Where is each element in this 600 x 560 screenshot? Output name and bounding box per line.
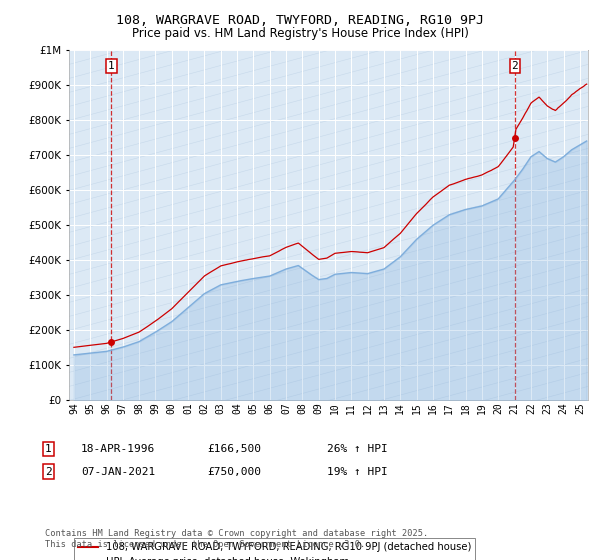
- Text: 2: 2: [512, 61, 518, 71]
- Text: 108, WARGRAVE ROAD, TWYFORD, READING, RG10 9PJ: 108, WARGRAVE ROAD, TWYFORD, READING, RG…: [116, 14, 484, 27]
- Legend: 108, WARGRAVE ROAD, TWYFORD, READING, RG10 9PJ (detached house), HPI: Average pr: 108, WARGRAVE ROAD, TWYFORD, READING, RG…: [74, 538, 475, 560]
- Text: £166,500: £166,500: [207, 444, 261, 454]
- Text: £750,000: £750,000: [207, 466, 261, 477]
- Text: 18-APR-1996: 18-APR-1996: [81, 444, 155, 454]
- Text: 07-JAN-2021: 07-JAN-2021: [81, 466, 155, 477]
- Text: Contains HM Land Registry data © Crown copyright and database right 2025.
This d: Contains HM Land Registry data © Crown c…: [45, 529, 428, 549]
- Text: 2: 2: [45, 466, 52, 477]
- Text: 26% ↑ HPI: 26% ↑ HPI: [327, 444, 388, 454]
- Text: 19% ↑ HPI: 19% ↑ HPI: [327, 466, 388, 477]
- Text: Price paid vs. HM Land Registry's House Price Index (HPI): Price paid vs. HM Land Registry's House …: [131, 27, 469, 40]
- Text: 1: 1: [108, 61, 115, 71]
- Text: 1: 1: [45, 444, 52, 454]
